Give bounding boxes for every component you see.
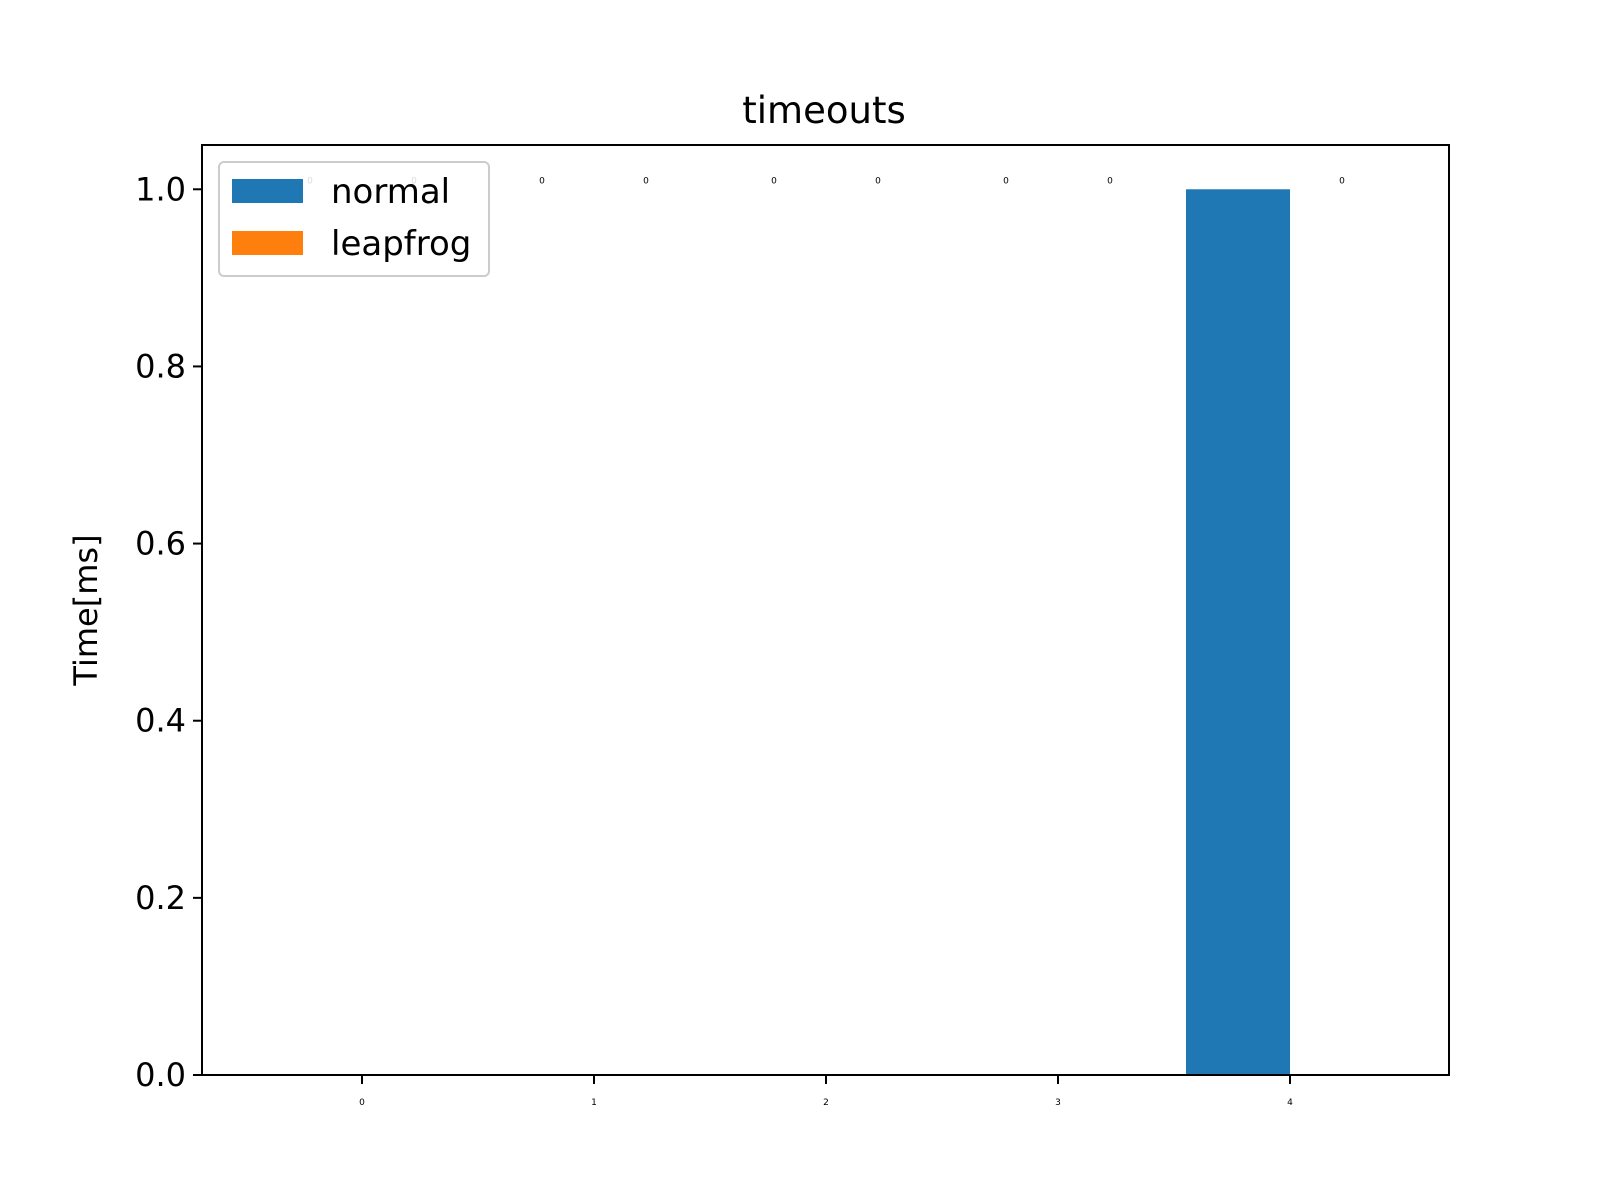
y-tick-label: 0.2 [135, 879, 186, 917]
legend-label-normal: normal [331, 172, 450, 212]
legend-swatch-leapfrog [232, 231, 303, 255]
chart-title: timeouts [742, 89, 905, 132]
data-label-normal-3: 0 [1003, 176, 1009, 186]
bars-layer [1186, 189, 1290, 1076]
legend-label-leapfrog: leapfrog [331, 224, 471, 264]
bar-normal-4 [1186, 189, 1290, 1076]
x-tick-label: 3 [1055, 1098, 1061, 1108]
data-label-leapfrog-2: 0 [875, 176, 881, 186]
data-label-leapfrog-1: 0 [643, 176, 649, 186]
plot-frame [201, 144, 1450, 1076]
data-label-leapfrog-3: 0 [1107, 176, 1113, 186]
x-tick-label: 1 [591, 1098, 597, 1108]
x-tick-label: 0 [359, 1098, 365, 1108]
y-tick-label: 0.8 [135, 347, 186, 385]
data-label-normal-2: 0 [771, 176, 777, 186]
y-axis-label: Time[ms] [67, 534, 105, 686]
y-axis-ticks: 0.0 0.2 0.4 0.6 0.8 1.0 [135, 170, 202, 1094]
y-tick-label: 0.6 [135, 525, 186, 563]
x-tick-label: 4 [1287, 1098, 1293, 1108]
data-label-leapfrog-4: 0 [1339, 176, 1345, 186]
y-tick-label: 1.0 [135, 170, 186, 208]
y-tick-label: 0.4 [135, 702, 186, 740]
y-tick-label: 0.0 [135, 1056, 186, 1094]
x-tick-label: 2 [823, 1098, 829, 1108]
x-axis-ticks: 0 1 2 3 4 [359, 1075, 1293, 1108]
data-label-normal-1: 0 [539, 176, 545, 186]
legend-swatch-normal [232, 179, 303, 203]
legend: normal leapfrog [218, 161, 490, 277]
